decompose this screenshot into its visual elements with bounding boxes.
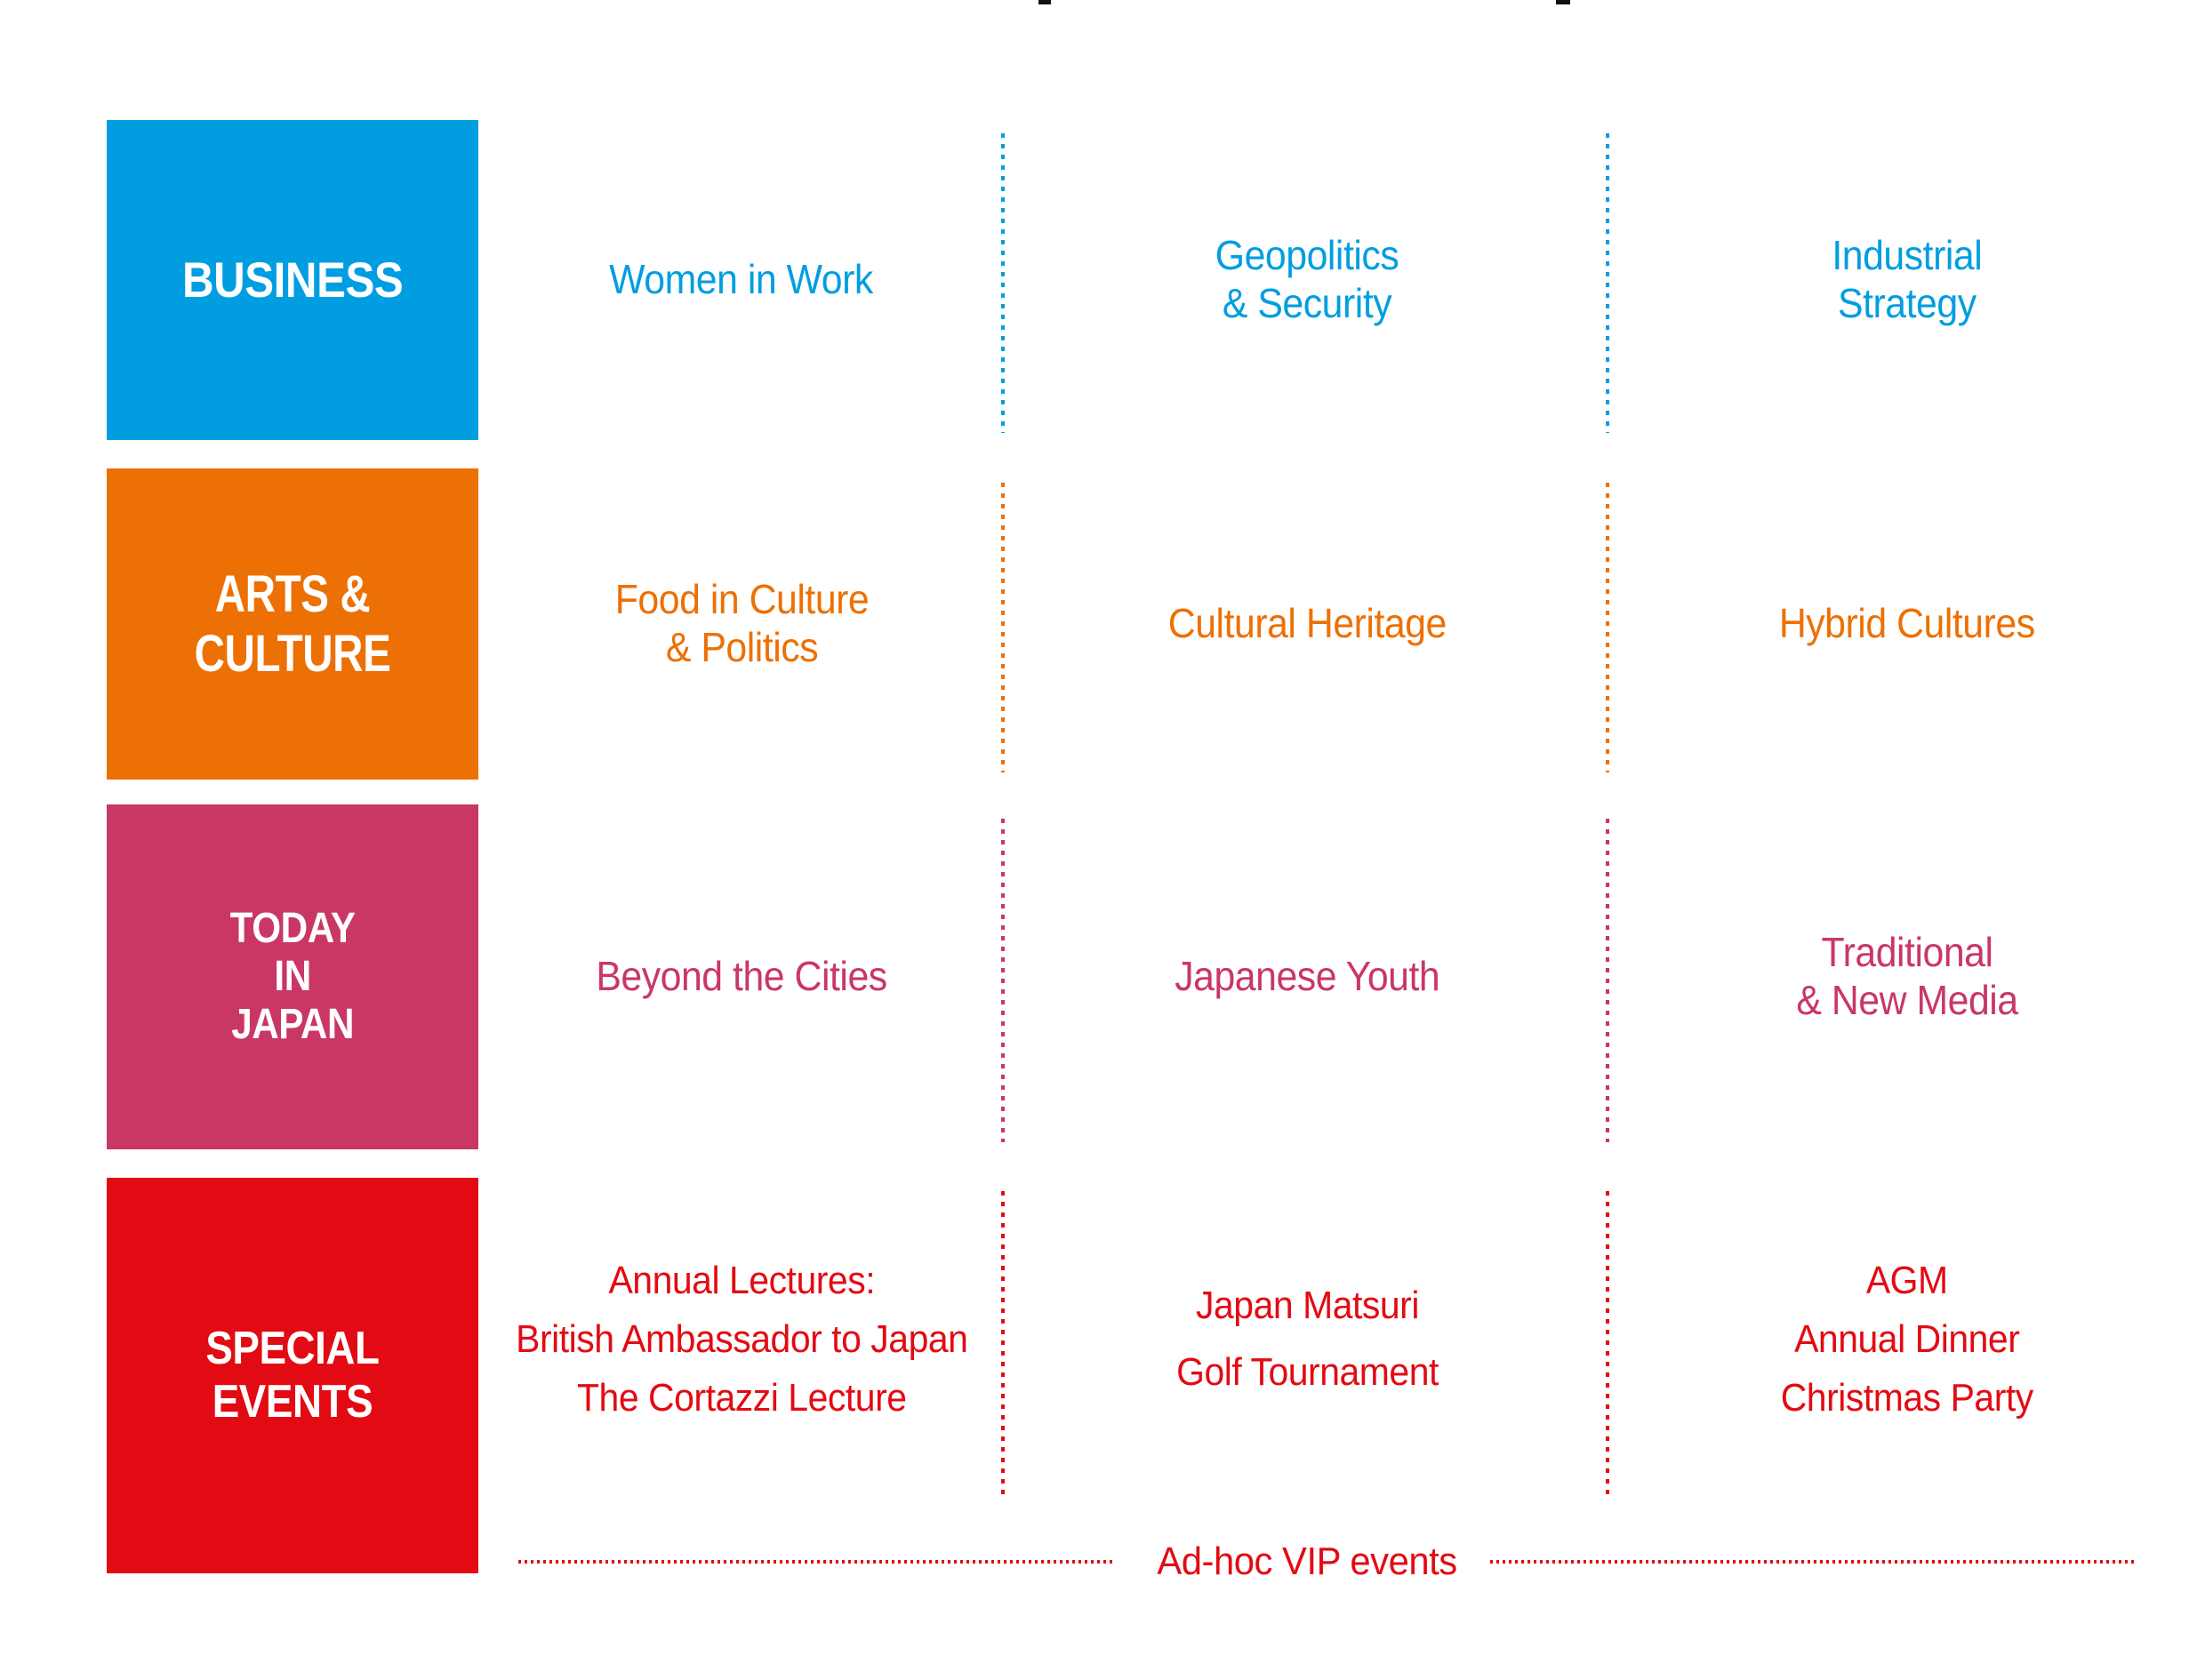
japan-topic-2: Japanese Youth [1005, 804, 1609, 1149]
arts-culture-label-box: ARTS & CULTURE [107, 468, 478, 780]
special-events-2-text: Japan Matsuri Golf Tournament [1175, 1283, 1439, 1394]
cropped-text-artifact-right [1556, 0, 1570, 4]
row-special-events: SPECIAL EVENTS Annual Lectures: British … [0, 1178, 2205, 1573]
arts-topic-2: Cultural Heritage [1005, 468, 1609, 780]
special-events-2: Japan Matsuri Golf Tournament [1005, 1178, 1609, 1573]
dotted-line-right [1490, 1560, 2136, 1564]
business-topic-2-text: Geopolitics & Security [1215, 232, 1399, 326]
divider-dotted-japan-2 [1606, 819, 1609, 1142]
arts-topic-3: Hybrid Cultures [1609, 468, 2205, 780]
special-events-1: Annual Lectures: British Ambassador to J… [478, 1178, 1005, 1573]
business-topic-1: Women in Work [478, 120, 1005, 440]
special-events-3-text: AGM Annual Dinner Christmas Party [1780, 1258, 2034, 1420]
arts-topic-1-text: Food in Culture & Politics [614, 576, 869, 670]
dotted-line-left [518, 1560, 1112, 1564]
divider-dotted-business-2 [1606, 133, 1609, 433]
divider-dotted-japan-1 [1001, 819, 1005, 1142]
japan-topic-1-text: Beyond the Cities [596, 953, 887, 1000]
today-japan-label: TODAY IN JAPAN [229, 905, 356, 1048]
business-topic-3: Industrial Strategy [1609, 120, 2205, 440]
arts-culture-label: ARTS & CULTURE [194, 565, 391, 683]
business-topic-3-text: Industrial Strategy [1832, 232, 1983, 326]
cropped-text-artifact-left [1038, 0, 1051, 4]
divider-dotted-special-1 [1001, 1191, 1005, 1500]
japan-topic-3-text: Traditional & New Media [1796, 929, 2018, 1023]
divider-dotted-business-1 [1001, 133, 1005, 433]
business-topic-2: Geopolitics & Security [1005, 120, 1609, 440]
special-events-label-box: SPECIAL EVENTS [107, 1178, 478, 1573]
row-business: BUSINESS Women in Work Geopolitics & Sec… [0, 120, 2205, 440]
japan-topic-2-text: Japanese Youth [1174, 953, 1440, 1000]
divider-dotted-special-2 [1606, 1191, 1609, 1500]
arts-topic-3-text: Hybrid Cultures [1779, 600, 2035, 647]
arts-topic-1: Food in Culture & Politics [478, 468, 1005, 780]
japan-topic-1: Beyond the Cities [478, 804, 1005, 1149]
japan-topic-3: Traditional & New Media [1609, 804, 2205, 1149]
today-japan-label-box: TODAY IN JAPAN [107, 804, 478, 1149]
adhoc-vip-events-label: Ad-hoc VIP events [1157, 1540, 1457, 1583]
special-events-3: AGM Annual Dinner Christmas Party [1609, 1178, 2205, 1573]
arts-topic-2-text: Cultural Heritage [1167, 600, 1447, 647]
divider-dotted-arts-2 [1606, 483, 1609, 772]
business-topic-1-text: Women in Work [609, 256, 874, 303]
business-label-box: BUSINESS [107, 120, 478, 440]
adhoc-vip-events-row: Ad-hoc VIP events [0, 1531, 2205, 1593]
special-events-1-text: Annual Lectures: British Ambassador to J… [515, 1258, 968, 1420]
business-label: BUSINESS [181, 251, 404, 308]
row-arts-culture: ARTS & CULTURE Food in Culture & Politic… [0, 468, 2205, 780]
special-events-label: SPECIAL EVENTS [205, 1322, 380, 1428]
row-today-in-japan: TODAY IN JAPAN Beyond the Cities Japanes… [0, 804, 2205, 1149]
divider-dotted-arts-1 [1001, 483, 1005, 772]
